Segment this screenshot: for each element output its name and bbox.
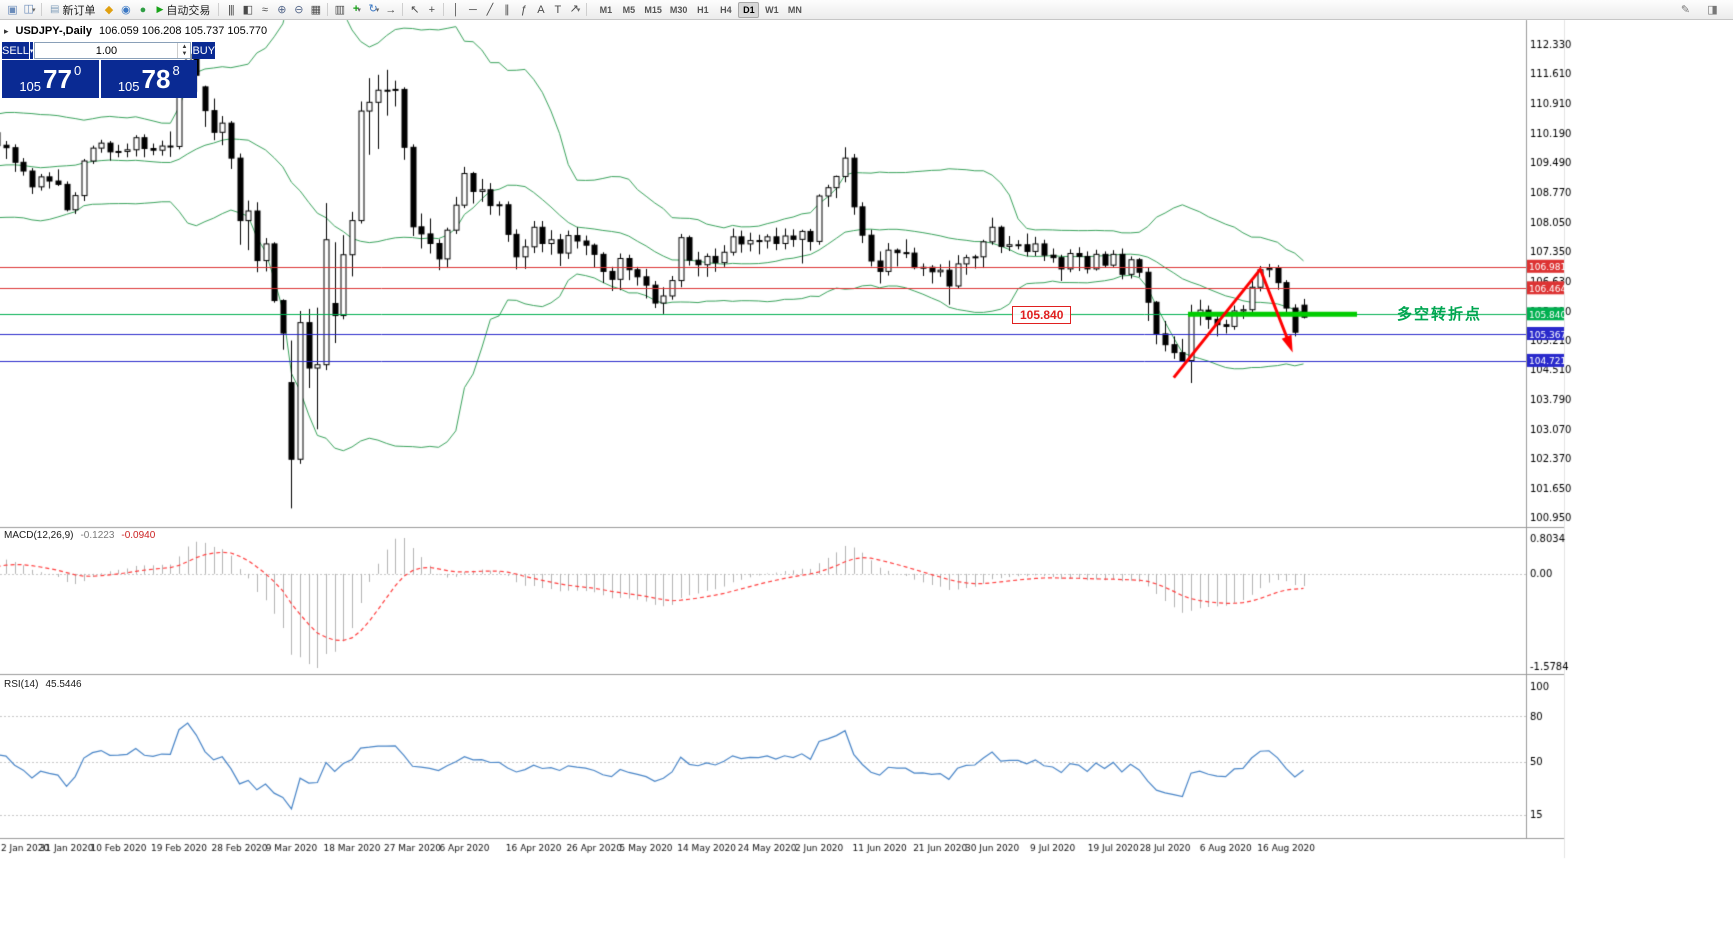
macd-main-value: -0.1223	[80, 530, 115, 541]
autotrade-label: 自动交易	[166, 4, 211, 17]
buy-button[interactable]: BUY	[192, 42, 216, 59]
volume-input[interactable]	[35, 43, 178, 58]
rsi-name: RSI(14)	[4, 679, 39, 690]
rsi-value: 45.5446	[45, 679, 82, 690]
bid-main: 77	[43, 64, 72, 94]
arrows-tool-icon[interactable]: ↗▾	[569, 2, 581, 15]
timeframe-button-h4[interactable]: H4	[720, 4, 732, 15]
symbol-period-label: USDJPY-,Daily	[15, 25, 92, 37]
timeframe-button-m15[interactable]: M15	[644, 4, 662, 15]
zoom-out-icon[interactable]: ⊖	[294, 3, 304, 16]
bid-prefix: 105	[19, 79, 42, 94]
chart-title: ▸ USDJPY-,Daily 106.059 106.208 105.737 …	[4, 25, 267, 37]
timeframe-button-m5[interactable]: M5	[622, 4, 636, 15]
volume-up-button[interactable]: ▲	[181, 43, 188, 50]
toolbar-right-icons: ✎ ◨	[1677, 1, 1729, 19]
timeframe-button-d1[interactable]: D1	[738, 1, 760, 18]
volume-stepper: ▲ ▼	[177, 43, 190, 58]
horizontal-line-tool-icon[interactable]: ─	[468, 3, 477, 16]
timeframe-button-w1[interactable]: W1	[765, 4, 779, 15]
vertical-line-tool-icon[interactable]: │	[452, 3, 460, 16]
top-toolbar: ▣ ◫▾ ▤ 新订单 ◆ ◉ ● ▶ 自动交易 ||| ◧ ≈ ⊕ ⊖ ▦ ▥ …	[0, 0, 1733, 20]
ask-sup: 8	[172, 63, 180, 78]
timeframe-button-mn[interactable]: MN	[787, 4, 802, 15]
macd-name: MACD(12,26,9)	[4, 530, 74, 541]
label-tool-icon[interactable]: T	[554, 3, 562, 16]
ask-price-display[interactable]: 105 78 8	[100, 60, 197, 98]
price-annotation-flag[interactable]: 105.840	[1012, 306, 1072, 324]
community-icon[interactable]: ◉	[121, 3, 131, 16]
turning-point-label[interactable]: 多空转折点	[1397, 306, 1483, 323]
sell-button[interactable]: SELL	[2, 42, 29, 59]
timeframe-button-m30[interactable]: M30	[669, 4, 688, 15]
toolbar-separator	[443, 3, 445, 16]
autotrade-button[interactable]: ▶ 自动交易	[151, 1, 215, 19]
toolbar-separator	[41, 3, 42, 16]
indicators-icon[interactable]: +▾	[352, 2, 361, 15]
cycle-icon[interactable]: ↻▾	[368, 2, 380, 15]
toolbar-separator	[402, 3, 404, 16]
crosshair-icon[interactable]: +	[428, 3, 436, 16]
timeframe-button-m1[interactable]: M1	[599, 4, 613, 15]
zoom-in-icon[interactable]: ⊕	[277, 3, 287, 16]
market-icon[interactable]: ●	[139, 3, 147, 16]
metaeditor-icon[interactable]: ◆	[104, 3, 114, 16]
volume-down-button[interactable]: ▼	[181, 50, 188, 57]
tile-windows-icon[interactable]: ▦	[310, 3, 322, 16]
capture-icon[interactable]: ◨	[1707, 3, 1718, 16]
volume-input-wrap: ▲ ▼	[34, 42, 192, 59]
timeframe-group: M1 M5 M15 M30 H1 H4 D1 W1 MN	[594, 1, 806, 18]
fibonacci-tool-icon[interactable]: ƒ	[520, 3, 527, 16]
toolbar-separator	[327, 3, 329, 16]
order-sheet-icon: ▤	[50, 4, 60, 15]
toolbar-separator	[218, 3, 220, 16]
chart-marker-icon: ▸	[4, 25, 9, 36]
macd-label: MACD(12,26,9) -0.1223 -0.0940	[4, 530, 155, 541]
arrange-windows-icon[interactable]: ▥	[334, 3, 346, 16]
trendline-tool-icon[interactable]: ╱	[486, 3, 494, 16]
timeframe-button-h1[interactable]: H1	[697, 4, 709, 15]
line-chart-icon[interactable]: ≈	[261, 3, 268, 16]
rsi-label: RSI(14) 45.5446	[4, 679, 82, 690]
sell-options-dropdown[interactable]: ▾	[29, 42, 34, 59]
bid-sup: 0	[73, 63, 82, 78]
toolbar-separator	[586, 3, 588, 16]
profiles-icon[interactable]: ◫▾	[23, 2, 36, 15]
text-tool-icon[interactable]: A	[537, 3, 545, 16]
bid-price-display[interactable]: 105 77 0	[2, 60, 99, 98]
candlestick-chart-icon[interactable]: ◧	[242, 3, 254, 16]
channel-tool-icon[interactable]: ∥	[504, 3, 510, 16]
ask-prefix: 105	[117, 79, 140, 94]
autotrade-play-icon: ▶	[156, 4, 164, 14]
bar-chart-icon[interactable]: |||	[228, 3, 235, 16]
edit-icon[interactable]: ✎	[1680, 3, 1691, 16]
ask-main: 78	[141, 64, 171, 94]
new-chart-icon[interactable]: ▣	[7, 3, 18, 16]
new-order-button[interactable]: ▤ 新订单	[45, 1, 100, 19]
cursor-icon[interactable]: ↖	[410, 3, 420, 16]
chart-shift-icon[interactable]: →	[385, 3, 397, 16]
new-order-label: 新订单	[62, 4, 96, 17]
macd-signal-value: -0.0940	[121, 530, 156, 541]
one-click-trading-panel: SELL ▾ ▲ ▼ BUY 105 77 0 105 78 8	[2, 42, 216, 98]
ohlc-values: 106.059 106.208 105.737 105.770	[98, 25, 268, 37]
